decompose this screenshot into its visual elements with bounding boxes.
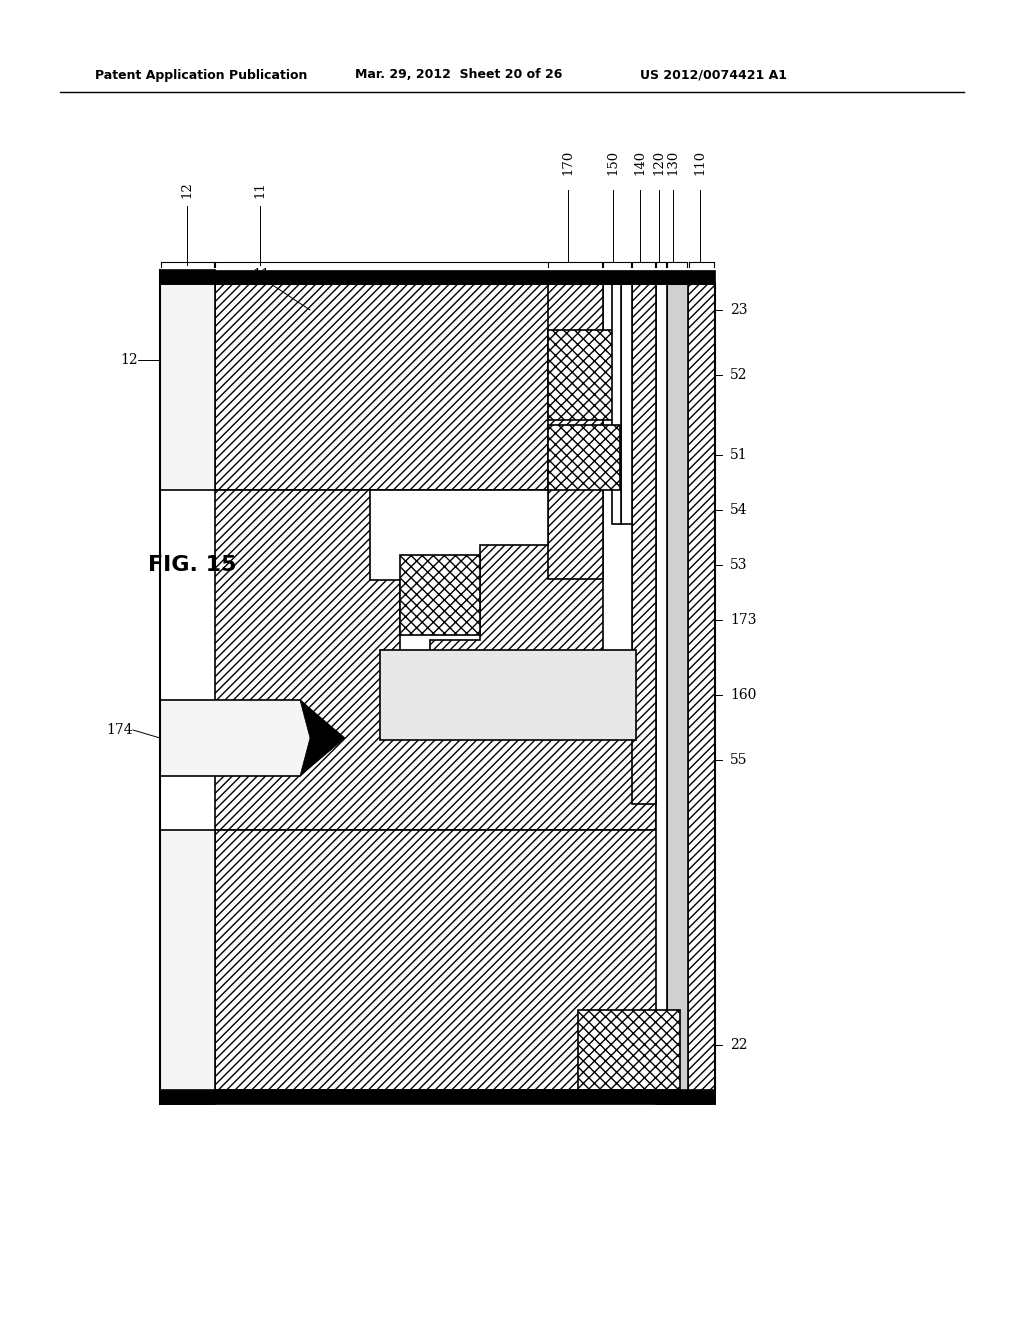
Text: FIG. 15: FIG. 15 bbox=[148, 554, 237, 576]
Text: Patent Application Publication: Patent Application Publication bbox=[95, 69, 307, 82]
Bar bbox=[548, 425, 620, 490]
Text: 120: 120 bbox=[652, 150, 666, 176]
Text: 22: 22 bbox=[730, 1038, 748, 1052]
Text: 51: 51 bbox=[730, 447, 748, 462]
Polygon shape bbox=[160, 830, 215, 1104]
Text: 12: 12 bbox=[180, 181, 194, 198]
Text: 160: 160 bbox=[730, 688, 757, 702]
Text: 54: 54 bbox=[730, 503, 748, 517]
Bar bbox=[621, 284, 632, 524]
Bar bbox=[603, 284, 632, 684]
Bar bbox=[400, 554, 480, 635]
Polygon shape bbox=[160, 271, 215, 490]
Text: 150: 150 bbox=[606, 150, 620, 176]
Text: 174: 174 bbox=[106, 723, 133, 737]
Text: US 2012/0074421 A1: US 2012/0074421 A1 bbox=[640, 69, 787, 82]
Text: 173: 173 bbox=[730, 612, 757, 627]
Text: 11: 11 bbox=[254, 181, 266, 198]
Text: 130: 130 bbox=[667, 149, 680, 176]
Bar bbox=[632, 284, 656, 804]
Text: 52: 52 bbox=[730, 368, 748, 381]
Polygon shape bbox=[215, 284, 715, 490]
Bar bbox=[548, 284, 603, 579]
Bar bbox=[667, 284, 688, 1104]
Bar bbox=[160, 271, 715, 284]
Bar bbox=[578, 1010, 680, 1090]
Bar bbox=[688, 284, 715, 1104]
Bar bbox=[380, 649, 636, 741]
Text: 11: 11 bbox=[252, 268, 269, 282]
Polygon shape bbox=[215, 490, 656, 830]
Polygon shape bbox=[215, 830, 715, 1090]
Bar bbox=[612, 284, 621, 524]
Text: 12: 12 bbox=[121, 352, 138, 367]
Text: Mar. 29, 2012  Sheet 20 of 26: Mar. 29, 2012 Sheet 20 of 26 bbox=[355, 69, 562, 82]
Polygon shape bbox=[400, 579, 480, 680]
Bar bbox=[656, 284, 667, 1104]
Text: 53: 53 bbox=[730, 558, 748, 572]
Bar bbox=[160, 1090, 715, 1104]
Text: 23: 23 bbox=[730, 304, 748, 317]
Text: 55: 55 bbox=[730, 752, 748, 767]
Text: 170: 170 bbox=[561, 149, 574, 176]
Polygon shape bbox=[370, 490, 548, 579]
Text: 110: 110 bbox=[693, 150, 707, 176]
Polygon shape bbox=[160, 700, 340, 776]
Bar bbox=[548, 330, 632, 420]
Polygon shape bbox=[300, 700, 345, 776]
Text: 140: 140 bbox=[634, 150, 646, 176]
